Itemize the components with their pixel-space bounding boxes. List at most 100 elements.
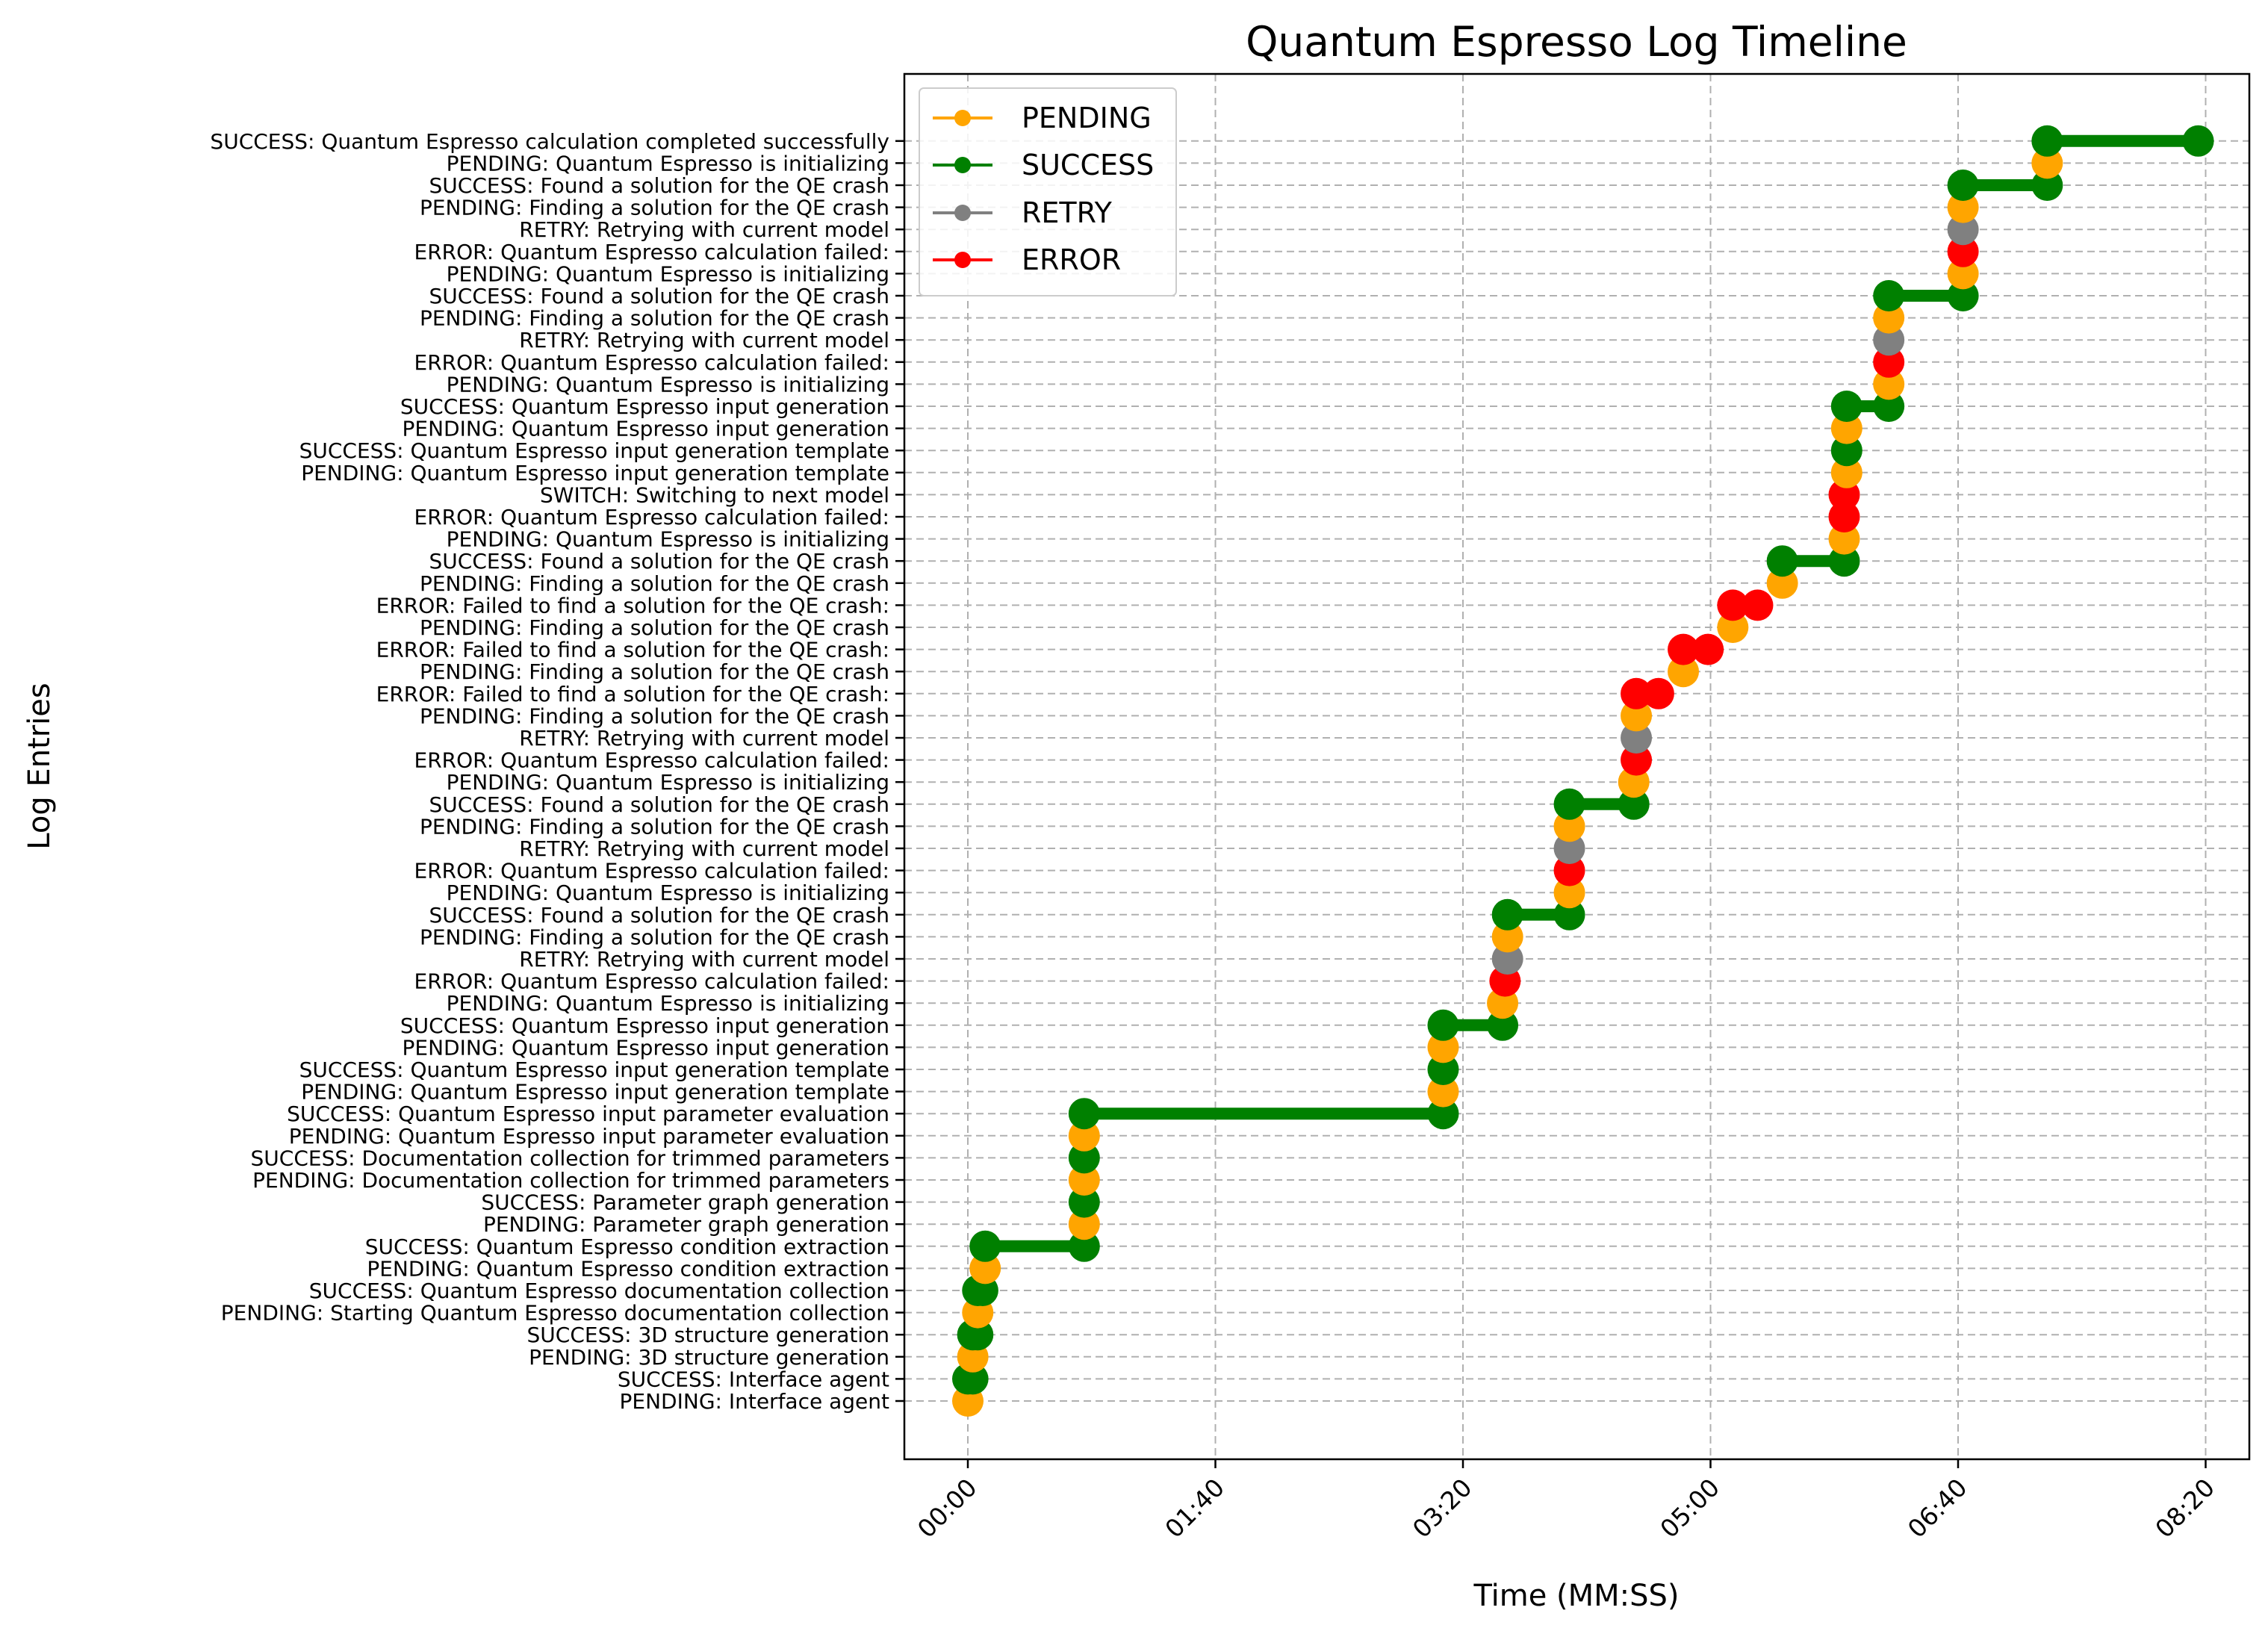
y-tick-label: PENDING: Quantum Espresso is initializin… [447,151,889,175]
entry-start-marker [1717,589,1749,621]
entry-start-marker [1668,633,1700,665]
legend-marker-retry [954,205,971,221]
entry-end-marker [1947,280,1979,311]
entry-start-marker [2031,147,2063,179]
y-tick-label: SUCCESS: 3D structure generation [527,1323,889,1347]
entry-start-marker [1068,1208,1100,1240]
entry-start-marker [1947,170,1979,201]
y-tick-label: PENDING: Finding a solution for the QE c… [420,814,889,839]
entry-end-marker [2182,125,2214,157]
entry-start-marker [1621,677,1653,709]
y-tick-label: PENDING: Quantum Espresso is initializin… [447,880,889,905]
entry-start-marker [1553,833,1585,864]
legend-entry-success: SUCCESS [933,149,1154,181]
y-tick-label: PENDING: Quantum Espresso input paramete… [289,1124,889,1149]
y-tick-label: ERROR: Quantum Espresso calculation fail… [414,969,890,994]
entry-start-marker [1621,722,1653,754]
y-tick-label: PENDING: Finding a solution for the QE c… [420,925,889,949]
y-tick-label: PENDING: Finding a solution for the QE c… [420,196,889,220]
entry-start-marker [1766,545,1798,577]
legend-entry-retry: RETRY [933,196,1113,229]
legend-marker-success [954,157,971,173]
y-tick-label: ERROR: Quantum Espresso calculation fail… [414,748,890,773]
y-tick-label: SUCCESS: Found a solution for the QE cra… [429,173,889,198]
entry-start-marker [1873,324,1905,356]
entry-start-marker [1491,921,1523,953]
entry-start-marker [1668,656,1700,688]
y-tick-label: SUCCESS: Quantum Espresso input generati… [400,394,889,419]
y-tick-label: SUCCESS: Quantum Espresso input paramete… [287,1102,889,1126]
y-tick-label: PENDING: Finding a solution for the QE c… [420,703,889,728]
legend-box [919,87,1177,296]
entry-start-marker [1068,1186,1100,1218]
y-tick-label: SUCCESS: Quantum Espresso input generati… [400,1013,889,1038]
y-tick-label: PENDING: Quantum Espresso is initializin… [447,372,889,397]
entry-end-marker [1068,1230,1100,1262]
entry-end-marker [1487,1009,1519,1041]
y-tick-label: PENDING: Starting Quantum Espresso docum… [221,1301,889,1326]
y-tick-label: PENDING: Finding a solution for the QE c… [420,615,889,640]
legend-marker-error [954,252,971,268]
entry-end-marker [957,1363,989,1395]
grid-layer [904,74,2249,1459]
legend-label-success: SUCCESS [1022,149,1154,181]
marks-layer [952,125,2214,1417]
entry-start-marker [1873,368,1905,400]
legend: PENDING SUCCESS RETRY ERROR [919,87,1177,296]
y-tick-label: PENDING: Quantum Espresso is initializin… [447,991,889,1016]
entry-start-marker [1427,1075,1459,1108]
y-tick-label: PENDING: Quantum Espresso is initializin… [447,527,889,552]
entry-start-marker [1068,1098,1100,1130]
y-tick-label: SUCCESS: Parameter graph generation [481,1190,889,1215]
y-tick-label: PENDING: Finding a solution for the QE c… [420,659,889,684]
entry-start-marker [1830,412,1862,444]
legend-entry-error: ERROR [933,243,1121,276]
y-tick-label: PENDING: Interface agent [620,1389,889,1414]
entry-start-marker [1068,1164,1100,1196]
entry-start-marker [1553,877,1585,909]
y-tick-label: RETRY: Retrying with current model [519,836,889,861]
entry-start-marker [1947,235,1979,267]
y-tick-label: PENDING: Quantum Espresso input generati… [403,1035,890,1060]
legend-label-error: ERROR [1022,243,1121,276]
entry-start-marker [1766,567,1798,599]
entry-start-marker [1427,1054,1459,1085]
entry-start-marker [969,1230,1001,1262]
y-tick-label: ERROR: Failed to find a solution for the… [376,638,889,662]
y-tick-label: SUCCESS: Quantum Espresso input generati… [299,438,889,463]
entry-start-marker [1553,854,1585,886]
entry-start-marker [1830,391,1862,422]
entry-end-marker [1828,545,1860,577]
entry-start-marker [1947,214,1979,246]
y-tick-label: RETRY: Retrying with current model [519,947,889,972]
entry-start-marker [1717,612,1749,643]
y-tick-label: ERROR: Failed to find a solution for the… [376,593,889,618]
y-tick-label: PENDING: Parameter graph generation [483,1212,889,1237]
chart-title: Quantum Espresso Log Timeline [1246,18,1907,66]
y-tick-label: SUCCESS: Quantum Espresso condition extr… [365,1234,889,1259]
y-tick-label: PENDING: Quantum Espresso input generati… [301,461,889,485]
y-tick-label: PENDING: 3D structure generation [529,1345,889,1370]
y-tick-label: SWITCH: Switching to next model [540,482,889,507]
y-tick-label: PENDING: Quantum Espresso is initializin… [447,770,889,795]
y-tick-label: RETRY: Retrying with current model [519,328,889,352]
entry-end-marker [1553,898,1585,931]
entry-end-marker [2031,170,2063,201]
y-tick-label: PENDING: Quantum Espresso condition extr… [367,1256,889,1281]
legend-label-retry: RETRY [1022,196,1113,229]
entry-start-marker [1621,700,1653,732]
y-tick-label: RETRY: Retrying with current model [519,726,889,751]
y-tick-label: PENDING: Quantum Espresso input generati… [403,417,890,441]
entry-start-marker [1491,898,1523,931]
entry-end-marker [1692,633,1724,665]
y-tick-label: SUCCESS: Quantum Espresso calculation co… [210,129,889,154]
y-tick-label: SUCCESS: Quantum Espresso documentation … [309,1279,889,1303]
y-tick-label: PENDING: Documentation collection for tr… [252,1168,889,1193]
y-tick-label: SUCCESS: Found a solution for the QE cra… [429,284,889,308]
y-tick-label: SUCCESS: Found a solution for the QE cra… [429,792,889,817]
entry-start-marker [1427,1009,1459,1041]
entry-start-marker [969,1252,1001,1284]
entry-start-marker [1830,435,1862,467]
legend-entry-pending: PENDING [933,102,1152,134]
